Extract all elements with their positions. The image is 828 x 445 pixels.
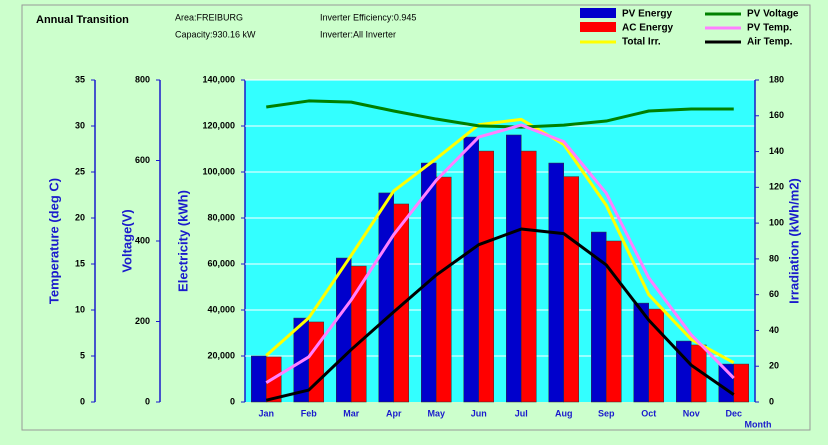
info: Area:FREIBURG <box>175 12 243 22</box>
y-tick-label: 60,000 <box>207 258 235 268</box>
bar <box>393 203 409 403</box>
x-tick-label: Mar <box>343 408 360 418</box>
y-tick-label: 180 <box>769 74 784 84</box>
y-tick-label: 800 <box>135 74 150 84</box>
y-tick-label: 60 <box>769 289 779 299</box>
bar <box>436 176 452 403</box>
y-tick-label: 5 <box>80 350 85 360</box>
y-tick-label: 0 <box>80 396 85 406</box>
y-tick-label: 600 <box>135 155 150 165</box>
legend-label: Total Irr. <box>622 37 661 48</box>
line <box>266 99 734 129</box>
y-tick-label: 200 <box>135 316 150 326</box>
axis-title: Voltage(V) <box>119 209 134 272</box>
y-tick-label: 140,000 <box>202 74 235 84</box>
x-tick-label: May <box>427 408 445 418</box>
x-tick-label: Jun <box>471 408 487 418</box>
legend-swatch <box>580 8 616 18</box>
y-tick-label: 20 <box>769 361 779 371</box>
legend-label: PV Voltage <box>747 9 799 20</box>
x-tick-label: Oct <box>641 408 656 418</box>
y-tick-label: 120 <box>769 182 784 192</box>
line <box>265 117 735 364</box>
chart-title: Annual Transition <box>36 14 129 26</box>
y-tick-label: 400 <box>135 235 150 245</box>
bar <box>506 134 522 403</box>
x-tick-label: Apr <box>386 408 402 418</box>
x-axis-label: Month <box>745 419 772 429</box>
bar <box>308 321 324 403</box>
x-tick-label: Sep <box>598 408 615 418</box>
bar <box>378 192 394 403</box>
legend-label: PV Energy <box>622 9 672 20</box>
line <box>265 123 735 384</box>
x-tick-label: Nov <box>683 408 700 418</box>
y-tick-label: 80,000 <box>207 212 235 222</box>
bar <box>463 136 479 403</box>
y-tick-label: 100 <box>769 217 784 227</box>
y-tick-label: 0 <box>145 396 150 406</box>
bar <box>606 240 622 403</box>
y-tick-label: 100,000 <box>202 166 235 176</box>
x-tick-label: Jul <box>515 408 528 418</box>
info: Capacity:930.16 kW <box>175 29 256 39</box>
x-tick-label: Dec <box>725 408 742 418</box>
y-tick-label: 0 <box>230 396 235 406</box>
y-tick-label: 140 <box>769 146 784 156</box>
plot-area <box>245 80 755 402</box>
bar <box>591 231 607 403</box>
y-tick-label: 160 <box>769 110 784 120</box>
x-tick-label: Aug <box>555 408 573 418</box>
axis-title: Temperature (deg C) <box>46 178 61 304</box>
x-tick-label: Jan <box>258 408 274 418</box>
y-tick-label: 20 <box>75 212 85 222</box>
y-tick-label: 25 <box>75 166 85 176</box>
legend-label: Air Temp. <box>747 37 793 48</box>
bar <box>251 355 267 403</box>
bar <box>478 150 494 403</box>
y-tick-label: 80 <box>769 253 779 263</box>
bar <box>563 176 579 403</box>
x-tick-label: Feb <box>301 408 318 418</box>
bar <box>548 162 564 403</box>
y-tick-label: 30 <box>75 120 85 130</box>
axis-title: Electricity (kWh) <box>175 190 190 292</box>
y-tick-label: 40,000 <box>207 304 235 314</box>
y-tick-label: 120,000 <box>202 120 235 130</box>
line <box>265 227 735 402</box>
y-tick-label: 0 <box>769 396 774 406</box>
frame <box>21 4 811 431</box>
bar <box>336 257 352 403</box>
info: Inverter:All Inverter <box>320 29 396 39</box>
y-tick-label: 35 <box>75 74 85 84</box>
bar <box>733 363 749 403</box>
y-tick-label: 40 <box>769 325 779 335</box>
axis-title: Irradiation (kWh/m2) <box>786 178 801 304</box>
info: Inverter Efficiency:0.945 <box>320 12 416 22</box>
y-tick-label: 15 <box>75 258 85 268</box>
legend-swatch <box>580 22 616 32</box>
y-tick-label: 10 <box>75 304 85 314</box>
y-tick-label: 20,000 <box>207 350 235 360</box>
bar <box>521 150 537 403</box>
bar <box>351 265 367 403</box>
legend-label: AC Energy <box>622 23 674 34</box>
legend-label: PV Temp. <box>747 23 792 34</box>
